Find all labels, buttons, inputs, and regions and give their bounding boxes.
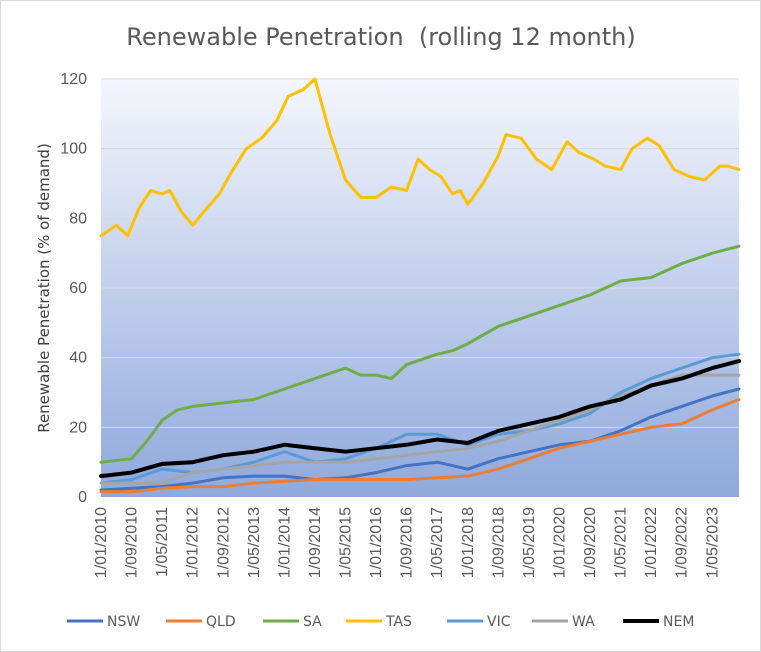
x-tick-12: 1/01/2018 (460, 507, 477, 578)
x-tick-17: 1/05/2021 (613, 507, 630, 578)
x-tick-10: 1/09/2016 (399, 507, 416, 578)
x-tick-11: 1/05/2017 (429, 507, 446, 578)
x-tick-3: 1/01/2012 (185, 507, 202, 578)
series-lines (99, 77, 741, 494)
y-tick-40: 40 (69, 350, 87, 367)
x-tick-8: 1/05/2015 (338, 507, 355, 578)
y-tick-20: 20 (69, 419, 87, 436)
x-tick-labels: 1/01/2010 1/09/2010 1/05/2011 1/01/2012 1/09… (93, 507, 721, 578)
x-tick-1: 1/09/2010 (124, 507, 141, 578)
gridlines (101, 78, 739, 428)
y-tick-labels: 0 20 40 60 80 100 120 (60, 71, 87, 506)
series-line-qld (99, 398, 741, 494)
series-line-sa (99, 244, 741, 464)
y-axis-title: Renewable Penetration (% of demand) (35, 143, 53, 433)
x-tick-18: 1/01/2022 (643, 507, 660, 578)
x-tick-6: 1/01/2014 (276, 507, 293, 578)
legend-label-wa: WA (572, 614, 595, 630)
y-tick-100: 100 (60, 141, 87, 158)
x-tick-7: 1/09/2014 (307, 507, 324, 578)
legend: NSW QLD SA TAS VIC WA NEM (67, 614, 694, 630)
y-tick-120: 120 (60, 71, 87, 88)
y-tick-0: 0 (78, 489, 87, 506)
x-tick-15: 1/01/2020 (551, 507, 568, 578)
x-tick-13: 1/09/2018 (490, 507, 507, 578)
x-tick-16: 1/09/2020 (582, 507, 599, 578)
legend-label-tas: TAS (385, 614, 412, 630)
series-line-tas (99, 77, 741, 238)
y-tick-60: 60 (69, 280, 87, 297)
x-tick-9: 1/01/2016 (368, 507, 385, 578)
x-tick-19: 1/09/2022 (674, 507, 691, 578)
x-tick-20: 1/05/2023 (704, 507, 721, 578)
series-line-nsw (99, 387, 741, 492)
x-tick-5: 1/05/2013 (246, 507, 263, 578)
chart-title: Renewable Penetration (rolling 12 month) (126, 23, 635, 51)
x-tick-0: 1/01/2010 (93, 507, 110, 578)
x-tick-4: 1/09/2012 (215, 507, 232, 578)
legend-label-nsw: NSW (107, 614, 140, 630)
legend-label-vic: VIC (487, 614, 511, 630)
legend-label-nem: NEM (663, 614, 694, 630)
series-line-nem (99, 359, 741, 479)
y-tick-80: 80 (69, 210, 87, 227)
x-tick-2: 1/05/2011 (154, 507, 171, 577)
x-tick-14: 1/05/2019 (521, 507, 538, 578)
legend-label-sa: SA (303, 614, 322, 630)
legend-label-qld: QLD (206, 614, 236, 630)
